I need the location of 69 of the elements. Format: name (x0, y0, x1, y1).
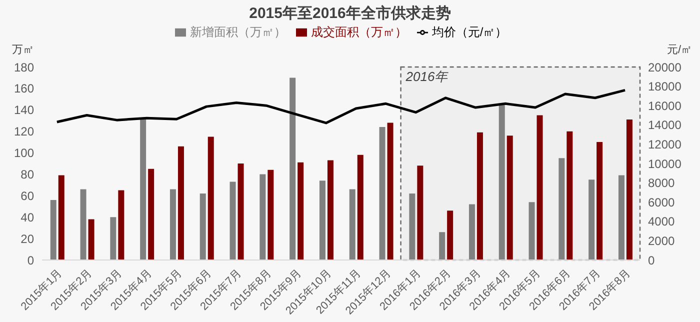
y-tick-label: 140 (14, 103, 34, 118)
bar (349, 189, 356, 260)
bar (178, 146, 184, 260)
bar (626, 120, 632, 260)
y-axis-title: 万㎡ (12, 43, 34, 57)
bar (618, 175, 624, 260)
y-tick-label: 180 (14, 60, 34, 74)
bar (260, 174, 266, 260)
bar (110, 217, 116, 260)
bar (58, 175, 64, 260)
bar (536, 115, 543, 260)
y2-tick-label: 12000 (648, 137, 682, 152)
bar (140, 120, 146, 260)
bar (170, 189, 176, 260)
bar (148, 168, 154, 260)
y2-tick-label: 16000 (648, 98, 682, 113)
bar (290, 78, 296, 260)
y-tick-label: 160 (14, 82, 34, 96)
line-series (56, 88, 626, 124)
bar (588, 180, 595, 260)
chart-title: 2015年至2016年全市供求走势 (248, 4, 452, 23)
y2-tick-label: 20000 (648, 60, 682, 74)
y2-tick-label: 14000 (648, 118, 682, 132)
bar (596, 142, 603, 260)
bar (379, 127, 386, 260)
bar (439, 232, 446, 260)
bar (468, 204, 475, 260)
bar (88, 219, 94, 260)
bar (506, 136, 513, 260)
bar (298, 162, 304, 260)
y-tick-label: 80 (20, 167, 34, 182)
bar (498, 103, 505, 260)
y-tick-label: 20 (20, 232, 34, 246)
band-label: 2016年 (404, 69, 449, 84)
bar (118, 190, 124, 260)
bar (50, 200, 56, 260)
bar (357, 154, 364, 260)
legend-label: 新增面积（万㎡） (190, 25, 286, 39)
bar (200, 194, 206, 260)
y2-tick-label: 8000 (648, 176, 676, 190)
bar (528, 202, 535, 260)
bar (268, 170, 274, 260)
bar (447, 210, 454, 260)
legend-label: 均价（元/㎡） (432, 25, 508, 39)
y2-axis-title: 元/㎡ (666, 43, 692, 57)
bar (417, 166, 424, 260)
y-tick-label: 40 (20, 210, 34, 224)
bar (558, 158, 565, 260)
y2-tick-label: 4000 (648, 214, 676, 229)
bar (476, 132, 483, 260)
bar (238, 164, 244, 260)
y-tick-label: 60 (20, 188, 34, 203)
y2-tick-label: 18000 (648, 80, 682, 94)
y2-tick-label: 0 (648, 253, 655, 268)
bar (208, 136, 214, 260)
y2-tick-label: 6000 (648, 195, 676, 210)
legend-label: 成交面积（万㎡） (310, 25, 407, 39)
y2-tick-label: 10000 (648, 156, 682, 171)
bar (327, 160, 334, 260)
bar (319, 180, 326, 260)
y2-tick-label: 2000 (648, 234, 676, 248)
y-tick-label: 0 (27, 253, 34, 268)
y-tick-label: 100 (14, 146, 34, 160)
bar (387, 122, 394, 260)
bar (409, 194, 416, 260)
bar (80, 189, 86, 260)
bar (566, 131, 573, 260)
bar (230, 182, 236, 260)
y-tick-label: 120 (14, 124, 34, 139)
